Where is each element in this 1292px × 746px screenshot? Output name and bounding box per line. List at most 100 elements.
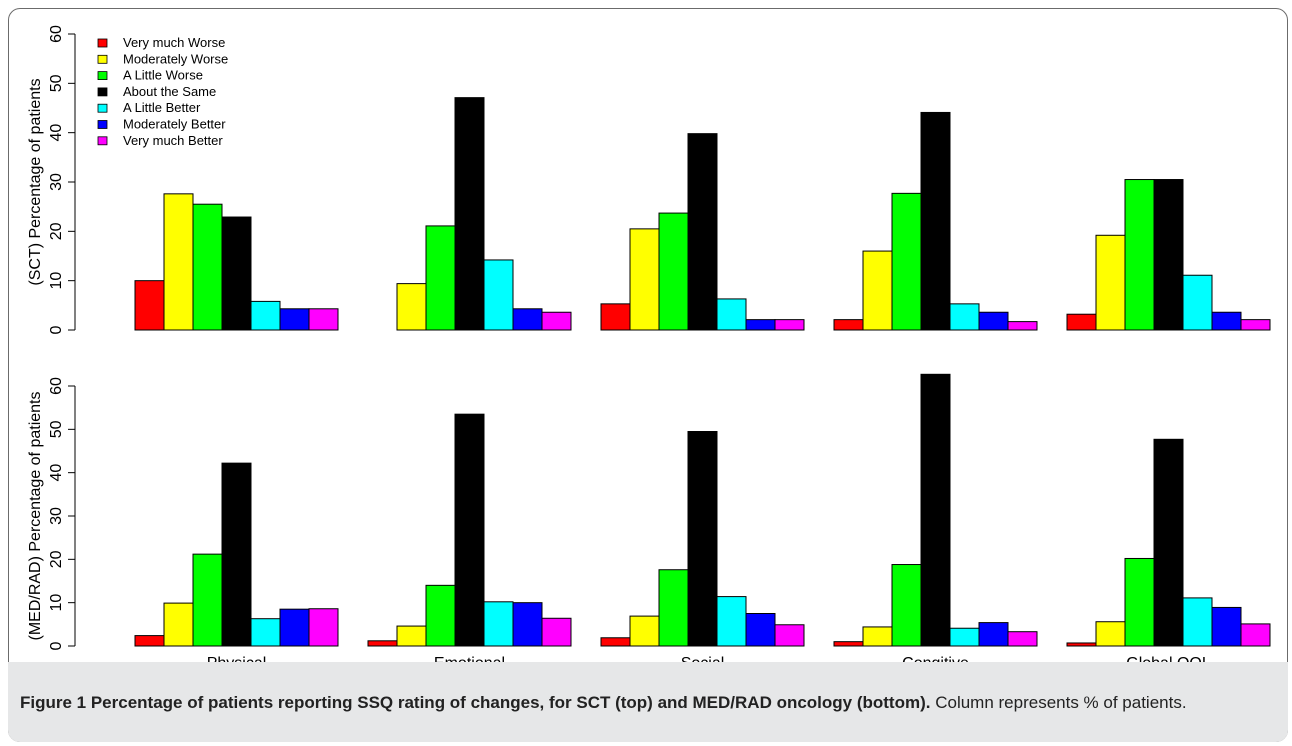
bar-emotional-about-the-same <box>454 97 485 331</box>
figure-caption: Figure 1 Percentage of patients reportin… <box>20 690 1270 716</box>
x-tick-label: Global QOL <box>1126 655 1211 662</box>
y-tick-label: 10 <box>48 594 65 612</box>
bar-emotional-moderately-better <box>512 308 543 331</box>
bar-emotional-a-little-worse <box>425 584 456 647</box>
x-tick-label: Emotional <box>434 655 505 662</box>
bar-physical-a-little-worse <box>192 203 223 331</box>
bar-congitive-about-the-same <box>920 111 951 331</box>
bar-congitive-moderately-worse <box>862 626 893 647</box>
bar-physical-about-the-same <box>221 216 252 331</box>
bar-social-about-the-same <box>687 133 718 331</box>
bar-global-qol-moderately-better <box>1211 606 1242 647</box>
y-axis-label: (SCT) Percentage of patients <box>27 78 44 285</box>
bar-emotional-very-much-better <box>541 617 572 647</box>
bar-congitive-moderately-better <box>978 311 1009 331</box>
bar-emotional-about-the-same <box>454 413 485 647</box>
bar-social-very-much-better <box>774 319 805 331</box>
bar-congitive-very-much-better <box>1007 631 1038 647</box>
bar-physical-very-much-better <box>308 308 339 331</box>
legend-label-moderately-worse: Moderately Worse <box>123 51 228 66</box>
bar-social-moderately-better <box>745 613 776 647</box>
bar-congitive-very-much-worse <box>833 319 864 331</box>
legend-label-a-little-better: A Little Better <box>123 100 201 115</box>
bar-social-moderately-worse <box>629 228 660 331</box>
bar-global-qol-very-much-better <box>1240 623 1271 647</box>
caption-bold: Figure 1 Percentage of patients reportin… <box>20 693 931 712</box>
bar-physical-very-much-worse <box>134 635 165 647</box>
legend-swatch-moderately-worse <box>97 54 108 64</box>
bar-congitive-moderately-worse <box>862 250 893 331</box>
bar-congitive-a-little-better <box>949 303 980 331</box>
legend-label-very-much-worse: Very much Worse <box>123 35 225 50</box>
y-tick-label: 50 <box>48 74 65 92</box>
bar-physical-moderately-worse <box>163 193 194 331</box>
bar-social-about-the-same <box>687 431 718 647</box>
y-tick-label: 10 <box>48 272 65 290</box>
bar-social-very-much-worse <box>600 637 631 647</box>
bar-emotional-a-little-better <box>483 601 514 647</box>
bar-congitive-a-little-worse <box>891 192 922 331</box>
legend-swatch-very-much-better <box>97 136 108 146</box>
y-tick-label: 60 <box>48 377 65 395</box>
bar-physical-a-little-better <box>250 618 281 647</box>
legend-label-about-the-same: About the Same <box>123 84 216 99</box>
bar-global-qol-a-little-better <box>1182 597 1213 647</box>
bar-emotional-very-much-better <box>541 311 572 331</box>
bar-physical-very-much-better <box>308 608 339 647</box>
y-tick-label: 20 <box>48 222 65 240</box>
bar-social-a-little-worse <box>658 569 689 647</box>
y-tick-label: 30 <box>48 507 65 525</box>
legend-label-very-much-better: Very much Better <box>123 133 223 148</box>
bar-global-qol-a-little-better <box>1182 274 1213 331</box>
y-tick-label: 0 <box>48 641 65 650</box>
bar-congitive-very-much-worse <box>833 641 864 647</box>
bar-physical-a-little-worse <box>192 553 223 647</box>
y-tick-label: 30 <box>48 173 65 191</box>
y-tick-label: 50 <box>48 420 65 438</box>
bar-social-a-little-better <box>716 298 747 331</box>
bar-congitive-very-much-better <box>1007 321 1038 331</box>
bar-congitive-about-the-same <box>920 373 951 647</box>
caption-background <box>8 662 1288 742</box>
y-tick-label: 40 <box>48 464 65 482</box>
bar-physical-moderately-worse <box>163 602 194 647</box>
y-tick-label: 20 <box>48 550 65 568</box>
bar-global-qol-about-the-same <box>1153 179 1184 331</box>
bar-global-qol-very-much-better <box>1240 319 1271 331</box>
y-axis-label: (MED/RAD) Percentage of patients <box>27 392 44 641</box>
legend-label-a-little-worse: A Little Worse <box>123 68 203 83</box>
bar-global-qol-very-much-worse <box>1066 313 1097 331</box>
legend-swatch-a-little-better <box>97 103 108 113</box>
y-tick-label: 60 <box>48 25 65 43</box>
bar-physical-a-little-better <box>250 300 281 331</box>
bar-social-a-little-worse <box>658 212 689 331</box>
bar-physical-about-the-same <box>221 462 252 647</box>
bar-social-very-much-worse <box>600 303 631 331</box>
legend-swatch-very-much-worse <box>97 38 108 48</box>
legend-swatch-about-the-same <box>97 87 108 97</box>
bar-global-qol-moderately-worse <box>1095 234 1126 331</box>
bar-social-very-much-better <box>774 624 805 647</box>
bar-physical-moderately-better <box>279 608 310 647</box>
bar-physical-very-much-worse <box>134 280 165 331</box>
bar-physical-moderately-better <box>279 308 310 331</box>
legend-swatch-moderately-better <box>97 120 108 129</box>
bar-emotional-moderately-worse <box>396 625 427 647</box>
x-tick-label: Social <box>681 655 725 662</box>
bar-emotional-moderately-worse <box>396 283 427 331</box>
bar-global-qol-moderately-better <box>1211 311 1242 331</box>
bar-congitive-a-little-worse <box>891 564 922 647</box>
x-tick-label: Congitive <box>902 655 969 662</box>
bar-global-qol-very-much-worse <box>1066 642 1097 647</box>
legend-label-moderately-better: Moderately Better <box>123 117 226 132</box>
caption-text: Column represents % of patients. <box>930 693 1187 712</box>
bar-social-moderately-worse <box>629 615 660 647</box>
bar-global-qol-moderately-worse <box>1095 621 1126 647</box>
bar-global-qol-about-the-same <box>1153 438 1184 647</box>
bar-emotional-a-little-better <box>483 259 514 331</box>
y-tick-label: 40 <box>48 124 65 142</box>
bar-congitive-a-little-better <box>949 627 980 647</box>
bar-social-a-little-better <box>716 596 747 647</box>
bar-emotional-a-little-worse <box>425 225 456 331</box>
figure-chart: 0 10 20 30 40 50 60 (SCT) Percentage of patient… <box>27 25 1271 662</box>
